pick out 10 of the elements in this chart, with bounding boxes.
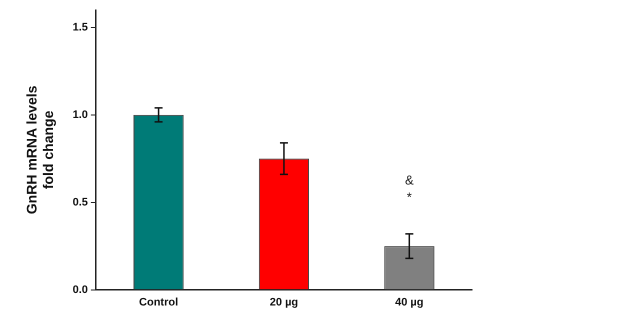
y-tick-label: 1.0 [72,108,88,121]
annotation: * [406,190,412,205]
y-tick-label: 0.5 [72,196,88,208]
annotation: & [404,172,414,188]
y-tick-label: 0.0 [72,284,88,296]
y-axis-title: GnRH mRNA levels fold change [23,85,56,214]
y-tick-label: 1.5 [72,22,88,34]
x-tick-label: 20 µg [270,296,298,308]
x-tick-label: 40 µg [395,296,424,308]
x-tick-label: Control [139,296,178,308]
